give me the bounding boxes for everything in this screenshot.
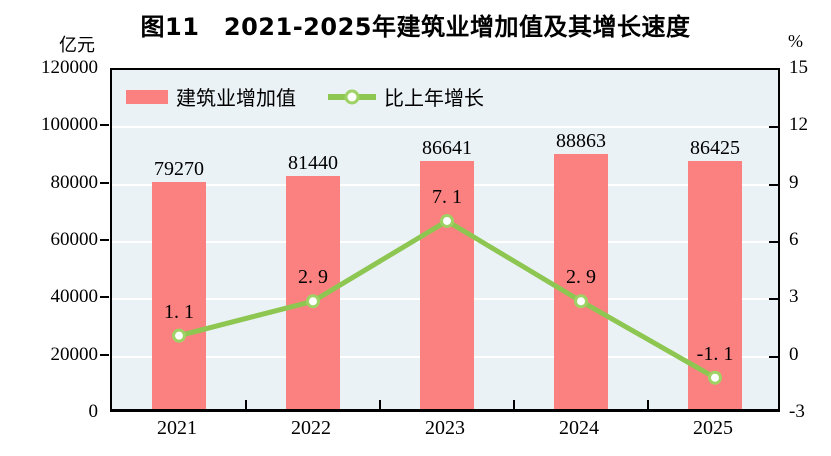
line-value-label: 2. 9: [566, 266, 596, 289]
chart-title: 图11 2021-2025年建筑业增加值及其增长速度: [140, 13, 691, 41]
line-point-marker-2024: [574, 294, 588, 309]
right-axis-tick: [769, 355, 778, 358]
line-point-marker-2021: [172, 328, 186, 343]
bar-value-label: 86641: [422, 136, 472, 159]
left-axis-tick-label: 40000: [50, 286, 99, 308]
legend-bar-swatch-icon: [126, 89, 168, 104]
x-axis-tick: [379, 400, 381, 409]
legend-bar-label: 建筑业增加值: [176, 88, 296, 110]
bar-2021: [152, 181, 206, 409]
line-value-label: -1. 1: [696, 342, 734, 365]
x-axis-label-2024: 2024: [559, 417, 599, 439]
right-axis-tick-label: 0: [789, 343, 799, 365]
left-axis-tick-label: 0: [88, 401, 99, 422]
left-axis-tick-label: 20000: [50, 343, 99, 365]
bar-value-label: 81440: [288, 151, 338, 174]
left-axis-tick-label: 60000: [50, 229, 99, 250]
right-axis-tick: [769, 126, 778, 129]
growth-line-layer: [172, 213, 722, 385]
right-axis-tick-label: 3: [789, 286, 799, 308]
left-axis-tick-label: 120000: [41, 57, 98, 78]
x-axis-label-2021: 2021: [157, 417, 197, 439]
line-value-label: 2. 9: [298, 266, 328, 289]
legend-line-marker-icon: [328, 89, 376, 104]
plot-area: 79270 81440 86641 88863 86425 1. 1 2. 9 7. 1 2. …: [110, 68, 780, 412]
x-axis-label-2022: 2022: [291, 417, 331, 439]
left-axis-tick: [100, 124, 109, 127]
right-axis-tick-label: 6: [789, 229, 799, 250]
x-axis-tick: [647, 400, 649, 409]
bar-value-label: 88863: [556, 130, 606, 153]
left-axis-tick: [100, 353, 109, 356]
gridline: [112, 126, 778, 129]
right-axis-tick: [769, 183, 778, 186]
line-value-label: 7. 1: [432, 185, 462, 208]
line-value-label: 1. 1: [164, 300, 194, 323]
x-axis-tick: [245, 400, 247, 409]
line-point-marker-2023: [440, 213, 454, 228]
left-axis-unit: 亿元: [59, 35, 95, 55]
right-axis-tick-label: 12: [789, 114, 808, 136]
right-axis-tick-label: -3: [789, 401, 805, 422]
x-axis-tick: [513, 400, 515, 409]
right-axis-tick-label: 15: [789, 57, 808, 78]
bar-value-label: 86425: [690, 137, 740, 160]
right-axis-tick: [769, 298, 778, 301]
line-point-marker-2025: [708, 370, 722, 385]
left-axis-tick: [100, 239, 109, 241]
x-axis-label-2023: 2023: [425, 417, 465, 439]
x-axis-label-2025: 2025: [693, 417, 733, 439]
left-axis-tick-label: 80000: [50, 171, 99, 193]
left-axis-tick: [100, 181, 109, 184]
right-axis-unit: %: [788, 31, 803, 51]
left-axis-tick-label: 100000: [41, 114, 98, 136]
bar-2024: [554, 154, 608, 409]
right-axis-tick: [769, 241, 778, 243]
growth-line: [178, 218, 717, 380]
right-axis-tick-label: 9: [789, 171, 799, 193]
legend: 建筑业增加值 比上年增长: [126, 82, 484, 111]
legend-line-label: 比上年增长: [384, 88, 484, 110]
bar-value-label: 79270: [154, 157, 204, 180]
line-point-marker-2022: [306, 294, 320, 309]
left-axis-tick: [100, 296, 109, 299]
bar-2023: [420, 160, 474, 409]
